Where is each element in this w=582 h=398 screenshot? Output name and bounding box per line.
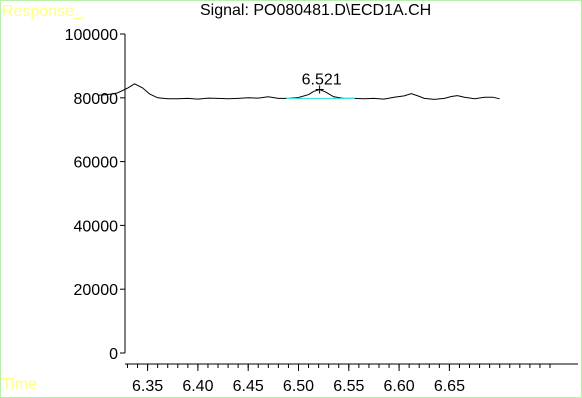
x-tick-label: 6.40 bbox=[182, 378, 213, 395]
axes bbox=[124, 34, 578, 365]
y-axis-label: Response_ bbox=[2, 3, 83, 20]
y-tick-label: 80000 bbox=[74, 91, 119, 108]
peak-label: 6.521 bbox=[302, 72, 342, 89]
plot-area: 6.521 bbox=[98, 72, 500, 100]
y-tick-label: 20000 bbox=[74, 282, 119, 299]
y-tick-label: 40000 bbox=[74, 218, 119, 235]
y-tick-label: 60000 bbox=[74, 155, 119, 172]
x-tick-label: 6.65 bbox=[434, 378, 465, 395]
signal-line bbox=[98, 83, 500, 100]
y-tick-label: 100000 bbox=[65, 27, 118, 44]
chart-title: Signal: PO080481.D\ECD1A.CH bbox=[200, 2, 432, 19]
x-tick-label: 6.55 bbox=[333, 378, 364, 395]
y-tick-label: 0 bbox=[109, 346, 118, 363]
x-tick-label: 6.45 bbox=[233, 378, 264, 395]
x-axis-label: Time bbox=[2, 376, 37, 393]
ticks: 0 20000 40000 60000 80000 100000 6.35 6.40 6.45 6… bbox=[65, 27, 551, 395]
x-tick-label: 6.60 bbox=[384, 378, 415, 395]
x-tick-label: 6.50 bbox=[283, 378, 314, 395]
x-tick-label: 6.35 bbox=[132, 378, 163, 395]
